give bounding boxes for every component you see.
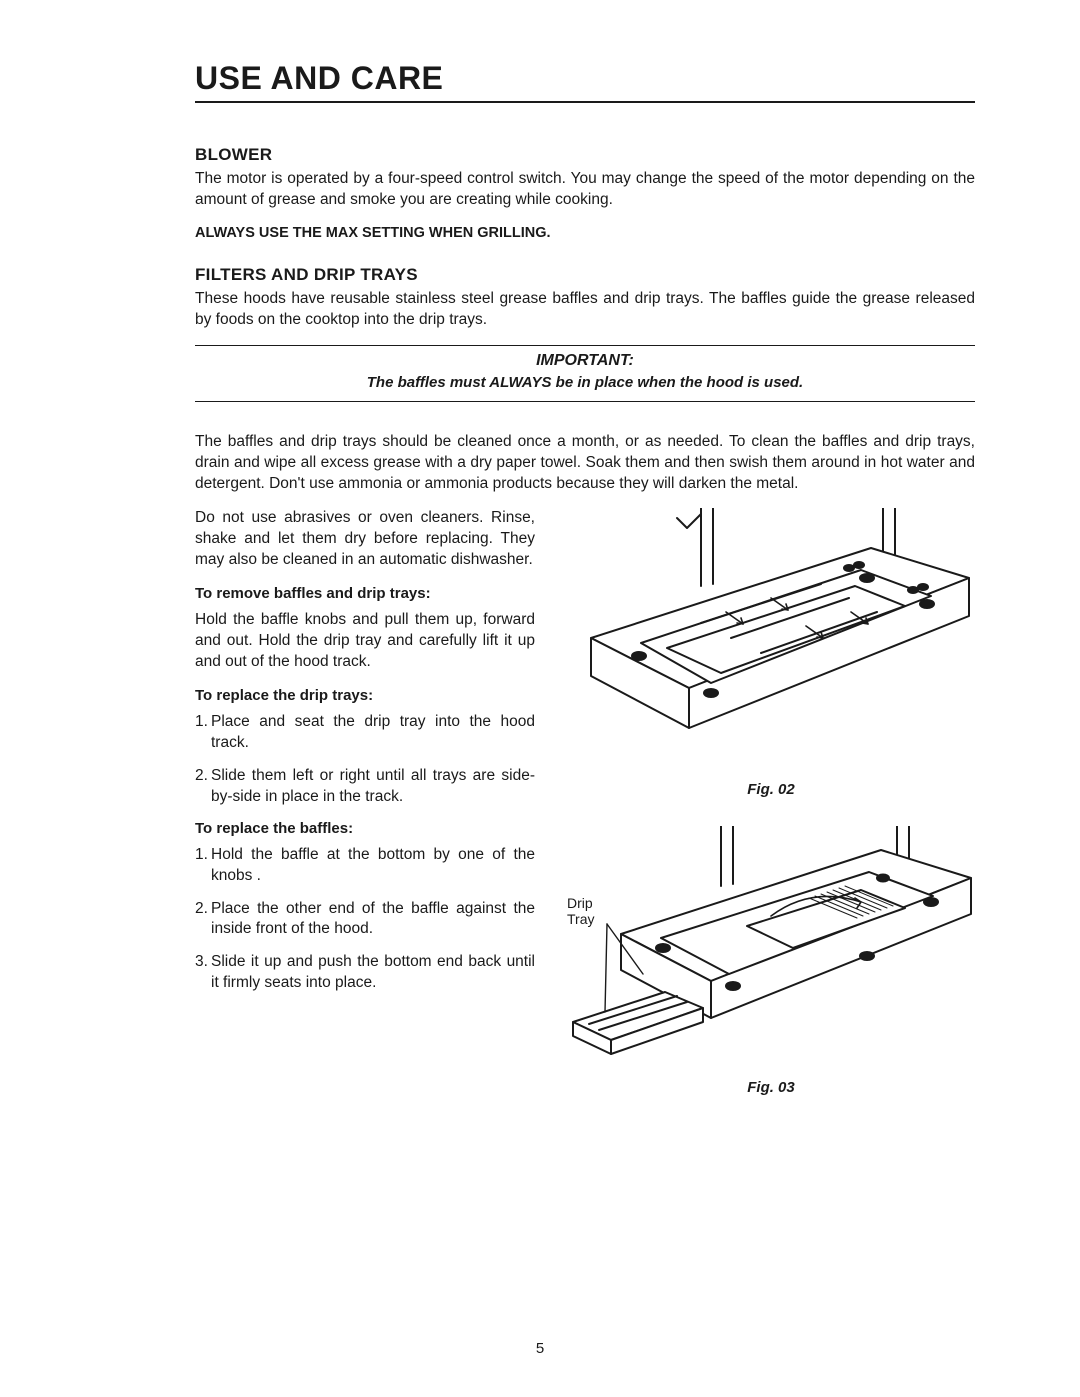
hood-drip-tray-diagram-icon: Drip Tray bbox=[561, 826, 981, 1071]
list-item: 1.Place and seat the drip tray into the … bbox=[195, 712, 535, 754]
heading-replace-trays: To replace the drip trays: bbox=[195, 687, 535, 704]
page-number: 5 bbox=[0, 1340, 1080, 1357]
list-item: 2.Slide them left or right until all tra… bbox=[195, 766, 535, 808]
heading-replace-baffles: To replace the baffles: bbox=[195, 820, 535, 837]
list-item: 3.Slide it up and push the bottom end ba… bbox=[195, 952, 535, 994]
list-item: 2.Place the other end of the baffle agai… bbox=[195, 899, 535, 941]
text-blower: The motor is operated by a four-speed co… bbox=[195, 169, 975, 211]
note-max-setting: ALWAYS USE THE MAX SETTING WHEN GRILLING… bbox=[195, 225, 975, 241]
text-cleaning-1: The baffles and drip trays should be cle… bbox=[195, 432, 975, 495]
text-filters: These hoods have reusable stainless stee… bbox=[195, 289, 975, 331]
hood-diagram-icon bbox=[571, 508, 971, 773]
list-item: 1.Hold the baffle at the bottom by one o… bbox=[195, 845, 535, 887]
heading-blower: BLOWER bbox=[195, 145, 975, 165]
drip-tray-label: Tray bbox=[567, 911, 594, 927]
figure-02: Fig. 02 bbox=[561, 508, 981, 798]
figure-caption: Fig. 02 bbox=[561, 781, 981, 798]
page-title: USE AND CARE bbox=[195, 60, 975, 103]
figure-caption: Fig. 03 bbox=[561, 1079, 981, 1096]
list-replace-trays: 1.Place and seat the drip tray into the … bbox=[195, 712, 535, 808]
text-cleaning-2: Do not use abrasives or oven cleaners. R… bbox=[195, 508, 535, 571]
important-box: IMPORTANT: The baffles must ALWAYS be in… bbox=[195, 345, 975, 402]
heading-filters: FILTERS AND DRIP TRAYS bbox=[195, 265, 975, 285]
list-replace-baffles: 1.Hold the baffle at the bottom by one o… bbox=[195, 845, 535, 995]
important-text: The baffles must ALWAYS be in place when… bbox=[195, 374, 975, 391]
figure-03: Drip Tray Fig. 03 bbox=[561, 826, 981, 1096]
drip-tray-label: Drip bbox=[567, 895, 593, 911]
important-title: IMPORTANT: bbox=[195, 352, 975, 370]
text-remove: Hold the baffle knobs and pull them up, … bbox=[195, 610, 535, 673]
heading-remove: To remove baffles and drip trays: bbox=[195, 585, 535, 602]
